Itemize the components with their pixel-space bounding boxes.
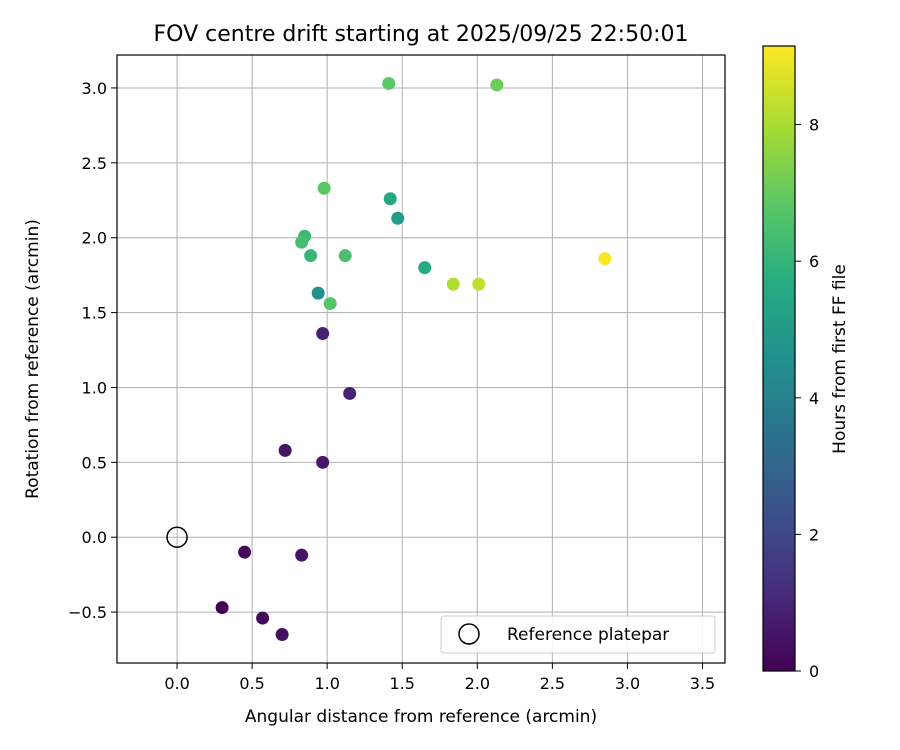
- colorbar-tick-label: 2: [809, 525, 819, 544]
- data-point: [382, 76, 396, 90]
- colorbar: [762, 45, 796, 672]
- y-tick-label: 1.0: [82, 378, 107, 397]
- data-point: [295, 235, 309, 249]
- grid-lines: [117, 55, 725, 663]
- x-axis-label: Angular distance from reference (arcmin): [245, 707, 597, 727]
- data-point: [278, 443, 292, 457]
- reference-marker: [166, 526, 188, 548]
- data-point: [472, 277, 486, 291]
- y-tick-label: 1.5: [82, 304, 107, 323]
- legend-label: Reference platepar: [507, 625, 669, 645]
- data-point: [338, 249, 352, 263]
- x-tick-label: 3.5: [690, 674, 715, 693]
- data-point: [418, 261, 432, 275]
- legend: Reference platepar: [440, 615, 716, 654]
- y-tick-label: −0.5: [68, 603, 107, 622]
- y-tick-label: 0.5: [82, 453, 107, 472]
- chart-title: FOV centre drift starting at 2025/09/25 …: [154, 22, 689, 47]
- data-point: [391, 211, 405, 225]
- x-tick-label: 3.0: [615, 674, 640, 693]
- data-point: [275, 628, 289, 642]
- x-tick-label: 2.5: [540, 674, 565, 693]
- x-tick-label: 1.5: [390, 674, 415, 693]
- y-tick-label: 2.0: [82, 229, 107, 248]
- y-ticks: −0.5 0.0 0.5 1.0 1.5 2.0 2.5 3.0: [68, 79, 117, 622]
- data-point: [316, 327, 330, 341]
- x-tick-label: 0.5: [239, 674, 264, 693]
- data-point: [343, 386, 357, 400]
- y-axis-label: Rotation from reference (arcmin): [23, 219, 43, 499]
- legend-box: [440, 615, 716, 654]
- plot-area: [116, 54, 726, 664]
- legend-reference-marker: [458, 623, 480, 645]
- y-tick-label: 2.5: [82, 154, 107, 173]
- colorbar-tick-label: 8: [809, 116, 819, 135]
- data-point: [446, 277, 460, 291]
- data-point: [311, 286, 325, 300]
- colorbar-tick-label: 6: [809, 252, 819, 271]
- data-point: [323, 297, 337, 311]
- data-point: [304, 249, 318, 263]
- colorbar-label: Hours from first FF file: [830, 264, 850, 454]
- data-points: [215, 76, 612, 642]
- x-ticks: 0.0 0.5 1.0 1.5 2.0 2.5 3.0 3.5: [164, 663, 715, 693]
- reference-point: [166, 526, 188, 548]
- y-tick-label: 3.0: [82, 79, 107, 98]
- colorbar-ticks: 0 2 4 6 8: [795, 116, 819, 681]
- x-tick-label: 1.0: [314, 674, 339, 693]
- data-point: [317, 181, 331, 195]
- y-tick-label: 0.0: [82, 528, 107, 547]
- colorbar-tick-label: 4: [809, 389, 819, 408]
- data-point: [383, 192, 397, 206]
- data-point: [295, 548, 309, 562]
- x-tick-label: 0.0: [164, 674, 189, 693]
- data-point: [256, 611, 270, 625]
- data-point: [316, 455, 330, 469]
- x-tick-label: 2.0: [465, 674, 490, 693]
- data-point: [490, 78, 504, 92]
- colorbar-tick-label: 0: [809, 662, 819, 681]
- data-point: [215, 601, 229, 615]
- data-point: [238, 545, 252, 559]
- data-point: [598, 252, 612, 266]
